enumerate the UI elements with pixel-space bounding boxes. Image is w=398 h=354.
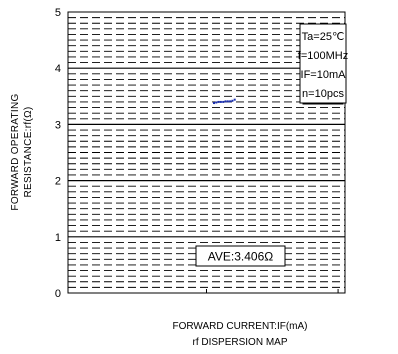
y-tick-labels: 0 1 2 3 4 5 [55, 7, 61, 300]
y-tick-label: 2 [55, 176, 61, 188]
data-point [233, 98, 236, 101]
y-axis-label-line-2: RESISTANCE:rf(Ω) [23, 107, 34, 198]
y-axis-label: FORWARD OPERATING RESISTANCE:rf(Ω) [10, 93, 34, 210]
conditions-box [299, 23, 347, 104]
x-axis-label: FORWARD CURRENT:IF(mA) [173, 321, 308, 332]
average-box [195, 245, 286, 267]
condition-sample-count: n=10pcs [302, 88, 344, 100]
data-point [222, 100, 225, 103]
condition-temperature: Ta=25℃ [302, 31, 345, 43]
data-point [231, 99, 234, 102]
y-tick-label: 3 [55, 119, 61, 131]
average-label: AVE:3.406Ω [208, 250, 273, 264]
data-point [213, 102, 215, 105]
y-tick-label: 4 [55, 63, 61, 75]
data-point [219, 100, 222, 103]
x-tick-marks [206, 289, 339, 293]
y-tick-label: 5 [55, 7, 61, 19]
data-point [215, 101, 218, 104]
plot-frame [67, 11, 346, 294]
data-point [224, 100, 227, 103]
chart-caption: rf DISPERSION MAP [192, 337, 287, 348]
data-points [213, 98, 236, 105]
y-axis-label-line-1: FORWARD OPERATING [10, 93, 21, 210]
grid-lines [68, 17, 345, 288]
condition-forward-current: IF=10mA [301, 69, 347, 81]
data-point [229, 100, 232, 103]
y-tick-label: 0 [55, 288, 61, 300]
y-tick-label: 1 [55, 232, 61, 244]
data-point [217, 100, 220, 103]
data-point [226, 100, 229, 103]
condition-frequency: f=100MHz [298, 50, 348, 62]
